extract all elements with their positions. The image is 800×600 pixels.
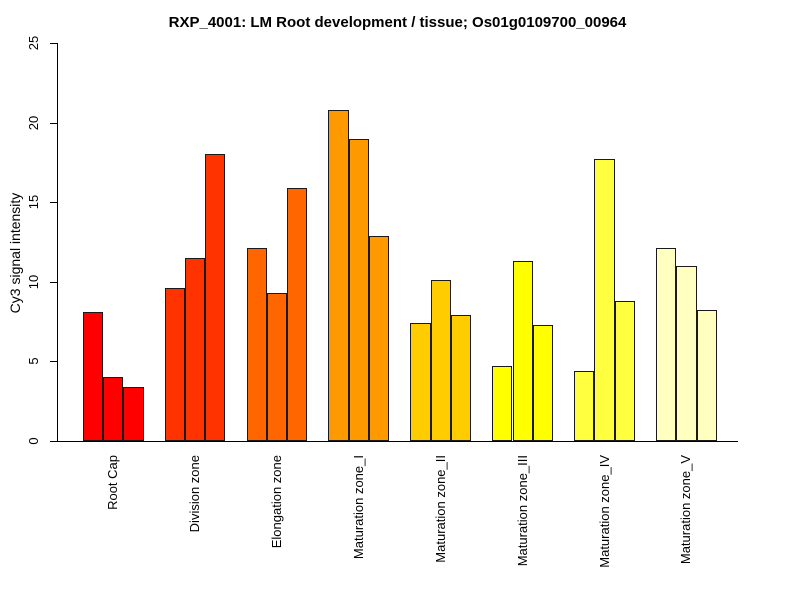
bar [205,154,226,441]
y-tick-mark [50,361,57,363]
y-tick-mark [50,202,57,204]
bar [656,248,677,441]
bar [512,261,533,441]
x-category-label: Maturation zone_V [678,455,694,565]
bar [164,288,185,441]
y-tick-label: 10 [26,274,41,290]
bar [532,324,554,441]
bar [676,265,697,441]
bar [594,159,615,441]
bar [184,257,206,441]
y-tick-mark [50,122,57,124]
bar [430,280,451,441]
x-category-label: Maturation zone_II [432,455,448,563]
bar [103,377,124,441]
chart-title: RXP_4001: LM Root development / tissue; … [168,14,627,31]
y-tick-label: 20 [26,115,41,130]
x-category-label: Root Cap [105,455,121,510]
bar [348,138,369,441]
bar [266,292,288,441]
bar [492,366,513,441]
y-axis-label: Cy3 signal intensity [7,192,23,314]
bar [614,300,635,441]
x-axis-line [57,441,738,442]
bar [82,312,103,441]
x-category-label: Division zone [187,455,203,533]
y-tick-label: 15 [26,194,41,210]
bar [369,235,390,441]
y-tick-label: 0 [26,437,41,445]
x-category-label: Maturation zone_I [350,455,366,560]
x-category-label: Maturation zone_IV [596,455,612,568]
x-category-label: Maturation zone_III [514,455,530,567]
bar [328,109,349,441]
y-tick-mark [50,281,57,283]
bar [696,310,717,441]
bar [574,370,595,441]
y-tick-label: 25 [26,35,41,51]
y-tick-mark [50,441,57,442]
bar [450,315,472,441]
y-tick-mark [50,43,57,44]
y-axis-line [57,43,58,441]
y-tick-label: 5 [26,357,41,366]
bar [410,323,431,441]
bar [287,187,308,441]
x-category-label: Elongation zone [268,455,284,549]
bar [123,386,144,441]
bar [246,248,267,441]
